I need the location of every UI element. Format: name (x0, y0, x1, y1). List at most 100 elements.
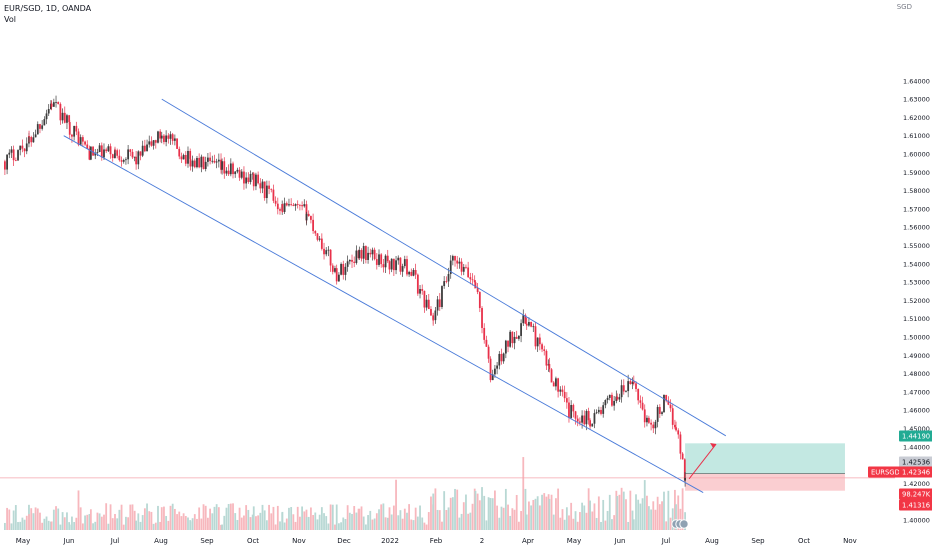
volume-bar (568, 515, 570, 530)
candle-body (114, 149, 116, 151)
candle-body (574, 411, 577, 419)
candle-body (399, 257, 402, 272)
candle-body (283, 203, 286, 212)
volume-bar (517, 521, 520, 530)
volume-bar (118, 509, 121, 530)
price-tick-label: 1.45000 (903, 425, 930, 433)
volume-bar (100, 516, 103, 530)
volume-bar (622, 491, 625, 530)
candle-body (73, 125, 76, 137)
candle-body (263, 181, 266, 199)
volume-bar (681, 488, 684, 530)
volume-bar (281, 511, 284, 530)
volume-bar (107, 523, 110, 530)
event-marker (679, 519, 689, 529)
volume-bar (604, 520, 607, 530)
candle-body (43, 119, 46, 126)
candle-body (148, 141, 151, 145)
volume-bar (416, 516, 419, 530)
candle-body (236, 169, 239, 172)
volume-bar (316, 519, 319, 530)
volume-bar (294, 521, 297, 530)
volume-bar (487, 497, 490, 530)
candle-body (135, 156, 138, 165)
candle-body (511, 331, 514, 344)
candle-body (191, 160, 194, 167)
candle-body (221, 161, 223, 170)
candle-body (68, 122, 71, 135)
candle-body (245, 177, 248, 184)
volume-bar (646, 495, 648, 530)
volume-bar (143, 508, 146, 530)
candle-body (517, 335, 520, 339)
volume-bar (425, 524, 428, 530)
candle-body (252, 173, 255, 187)
candle-body (593, 413, 596, 424)
volume-bar (667, 490, 670, 530)
candle-body (165, 135, 168, 143)
candle-body (52, 102, 55, 107)
candle-body (362, 246, 365, 259)
volume-bar (597, 496, 600, 530)
candle-body (367, 252, 369, 260)
candle-body (234, 171, 237, 175)
candle-body (683, 459, 686, 481)
candle-body (380, 254, 383, 265)
candle-body (436, 299, 439, 311)
volume-bar (572, 518, 575, 530)
candle-body (467, 267, 470, 278)
price-tick-label: 1.59000 (903, 169, 930, 177)
volume-bar (135, 520, 138, 530)
volume-bar (129, 504, 132, 530)
candle-body (353, 261, 356, 263)
volume-bar (392, 505, 395, 530)
candle-body (75, 125, 78, 132)
volume-bar (353, 506, 356, 530)
volume-bar (71, 516, 73, 530)
candle-body (663, 394, 665, 413)
volume-bar (390, 514, 393, 530)
volume-bar (498, 517, 501, 530)
volume-bar (504, 488, 507, 530)
volume-bar (403, 508, 406, 530)
candle-body (534, 326, 537, 347)
candle-body (342, 263, 345, 275)
volume-bar (460, 513, 463, 530)
volume-bar (236, 519, 239, 530)
time-tick-label: May (567, 537, 581, 545)
candle-body (371, 249, 374, 255)
volume-bar (238, 507, 241, 530)
volume-bar (364, 524, 367, 530)
candle-body (462, 266, 465, 272)
volume-bar (261, 504, 264, 530)
volume-bar (329, 504, 332, 530)
volume-bar (312, 515, 315, 530)
candle-body (279, 209, 281, 211)
volume-bar (351, 513, 353, 530)
volume-bar (608, 494, 611, 530)
volume-bar (79, 507, 82, 530)
candle-body (94, 152, 97, 156)
price-label-box (899, 488, 932, 500)
candle-body (303, 204, 306, 207)
candle-body (382, 264, 385, 268)
candle-body (292, 204, 295, 206)
volume-bar (150, 511, 153, 530)
price-tick-label: 1.49000 (903, 352, 930, 360)
price-tick-label: 1.64000 (903, 77, 930, 85)
volume-bar (215, 504, 218, 530)
volume-bar (536, 496, 539, 530)
candle-body (427, 299, 430, 310)
volume-bar (423, 522, 426, 530)
volume-bar (543, 493, 546, 530)
candle-body (679, 434, 682, 454)
candle-body (611, 394, 613, 406)
candle-body (202, 156, 205, 170)
volume-bar (675, 504, 677, 530)
volume-bar (303, 511, 306, 530)
volume-bar (270, 513, 273, 530)
candle-body (207, 157, 209, 162)
candle-body (10, 149, 13, 153)
price-label-box (899, 430, 932, 442)
